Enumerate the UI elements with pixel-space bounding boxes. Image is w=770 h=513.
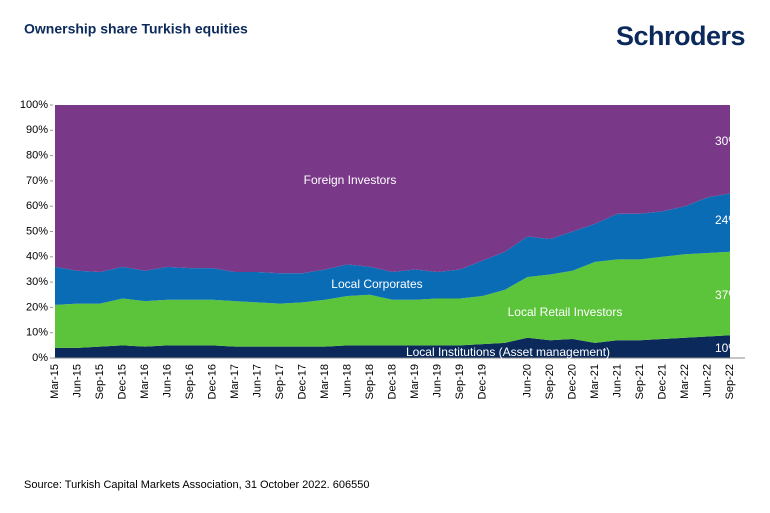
- area: [55, 193, 730, 305]
- y-tick-label: 30%: [26, 276, 48, 288]
- series-label: Local Institutions (Asset management): [406, 345, 610, 359]
- end-label: 37%: [715, 288, 739, 302]
- y-tick-label: 90%: [26, 124, 48, 136]
- x-tick-label: Sep-16: [184, 364, 196, 399]
- x-tick-label: Jun-22: [701, 364, 713, 398]
- x-tick-label: Sep-19: [454, 364, 466, 399]
- chart-title: Ownership share Turkish equities: [24, 21, 248, 37]
- x-tick-label: Mar-15: [49, 364, 61, 399]
- y-tick-label: 10%: [26, 327, 48, 339]
- series-label: Local Retail Investors: [508, 305, 623, 319]
- x-tick-label: Sep-18: [364, 364, 376, 399]
- y-tick-label: 20%: [26, 301, 48, 313]
- y-tick-label: 80%: [26, 150, 48, 162]
- x-tick-label: Mar-18: [319, 364, 331, 399]
- x-tick-label: Dec-20: [566, 364, 578, 399]
- x-tick-label: Mar-21: [589, 364, 601, 399]
- brand-logo: Schroders: [616, 21, 745, 51]
- x-tick-label: Jun-16: [161, 364, 173, 398]
- x-tick-label: Sep-15: [94, 364, 106, 399]
- x-tick-label: Sep-22: [724, 364, 736, 399]
- x-tick-label: Mar-16: [139, 364, 151, 399]
- area: [55, 335, 730, 358]
- end-label: 10%: [715, 341, 739, 355]
- x-tick-label: Dec-17: [296, 364, 308, 399]
- x-tick-label: Jun-20: [521, 364, 533, 398]
- y-tick-label: 60%: [26, 200, 48, 212]
- x-tick-label: Sep-20: [544, 364, 556, 399]
- x-tick-label: Dec-18: [386, 364, 398, 399]
- x-tick-label: Mar-17: [229, 364, 241, 399]
- x-tick-label: Dec-15: [116, 364, 128, 399]
- y-tick-label: 50%: [26, 225, 48, 237]
- x-tick-label: Sep-21: [634, 364, 646, 399]
- series-label: Foreign Investors: [304, 173, 397, 187]
- x-tick-label: Sep-17: [274, 364, 286, 399]
- x-tick-label: Jun-15: [71, 364, 83, 398]
- x-tick-label: Jun-19: [431, 364, 443, 398]
- x-tick-label: Jun-18: [341, 364, 353, 398]
- y-tick-label: 0%: [32, 352, 48, 364]
- x-tick-label: Mar-19: [409, 364, 421, 399]
- source-note: Source: Turkish Capital Markets Associat…: [24, 479, 369, 491]
- x-tick-label: Dec-19: [476, 364, 488, 399]
- x-tick-label: Mar-22: [679, 364, 691, 399]
- y-tick-label: 40%: [26, 251, 48, 263]
- series-label: Local Corporates: [331, 277, 422, 291]
- area: [55, 105, 730, 274]
- x-tick-label: Dec-16: [206, 364, 218, 399]
- x-tick-label: Jun-21: [611, 364, 623, 398]
- y-tick-label: 100%: [20, 99, 48, 111]
- x-tick-label: Dec-21: [656, 364, 668, 399]
- end-label: 30%: [715, 134, 739, 148]
- y-tick-label: 70%: [26, 175, 48, 187]
- x-tick-label: Jun-17: [251, 364, 263, 398]
- end-label: 24%: [715, 213, 739, 227]
